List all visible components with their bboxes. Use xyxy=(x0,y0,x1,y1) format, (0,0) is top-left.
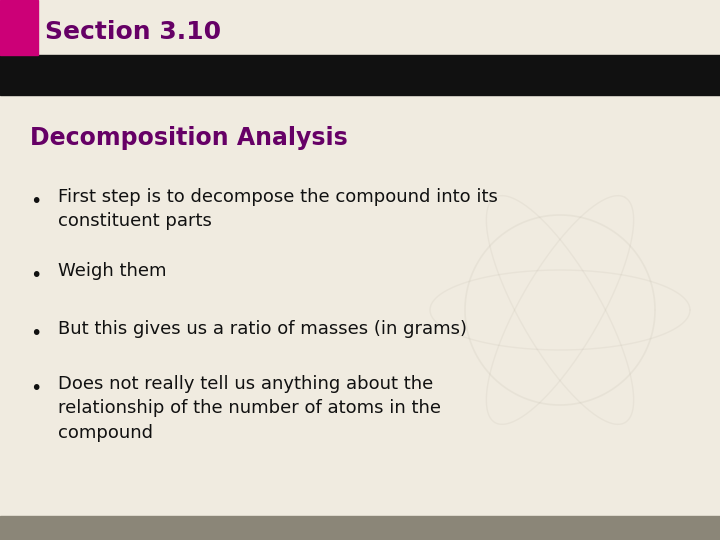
Text: Decomposition Analysis: Decomposition Analysis xyxy=(30,126,348,150)
Bar xyxy=(0,0,38,55)
Text: Does not really tell us anything about the
relationship of the number of atoms i: Does not really tell us anything about t… xyxy=(58,375,441,442)
Text: Section 3.10: Section 3.10 xyxy=(45,20,221,44)
Text: First step is to decompose the compound into its
constituent parts: First step is to decompose the compound … xyxy=(58,188,498,230)
Text: •: • xyxy=(30,324,41,343)
Text: •: • xyxy=(30,266,41,285)
Text: Weigh them: Weigh them xyxy=(58,262,166,280)
Bar xyxy=(0,55,720,95)
Text: But this gives us a ratio of masses (in grams): But this gives us a ratio of masses (in … xyxy=(58,320,467,338)
Text: •: • xyxy=(30,192,41,211)
Text: •: • xyxy=(30,379,41,398)
Text: Determining a Chemical Formula from  Experimental Data: Determining a Chemical Formula from Expe… xyxy=(8,65,594,83)
Bar xyxy=(0,516,720,540)
Text: 86: 86 xyxy=(693,523,707,533)
